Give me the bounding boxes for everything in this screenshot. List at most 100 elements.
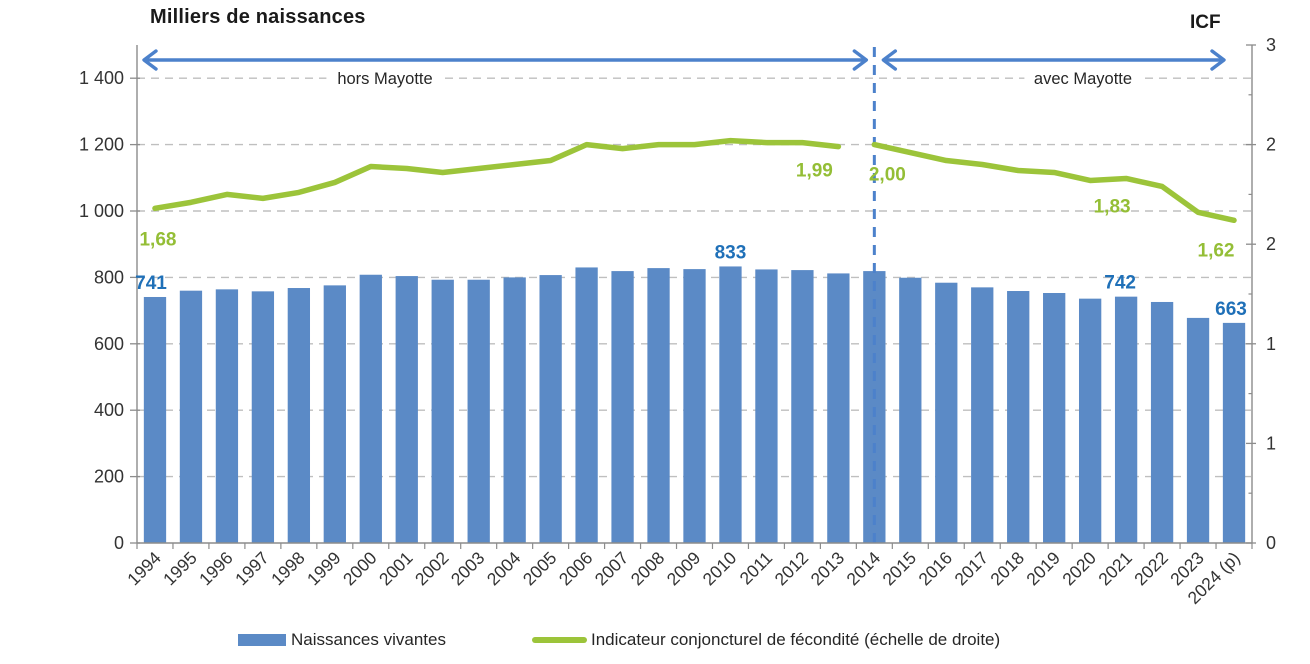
- bar-2000: [359, 274, 382, 543]
- bar-2023: [1186, 317, 1210, 543]
- left-axis-tick-label: 600: [94, 334, 124, 354]
- bar-2012: [791, 270, 814, 543]
- x-axis-label-2002: 2002: [411, 548, 453, 590]
- x-axis-label-2020: 2020: [1058, 548, 1100, 590]
- legend-line-swatch: [531, 637, 587, 643]
- bar-2003: [467, 279, 490, 543]
- left-axis-tick-label: 1 400: [79, 68, 124, 88]
- bar-value-label-1994: 741: [135, 273, 167, 294]
- x-axis-label-2011: 2011: [736, 548, 777, 589]
- period-label-bg: [326, 70, 444, 88]
- bar-2005: [539, 275, 562, 543]
- bar-2011: [755, 269, 778, 543]
- arrow-head-left: [142, 49, 158, 71]
- bar-2024 (p): [1222, 322, 1246, 543]
- legend-bar-swatch: [238, 634, 286, 646]
- x-axis-label-2014: 2014: [842, 548, 884, 590]
- bar-1997: [251, 291, 275, 543]
- right-axis-tick-label: 0: [1266, 533, 1276, 553]
- right-axis-title: ICF: [1190, 12, 1221, 33]
- x-axis-label-2005: 2005: [519, 548, 561, 590]
- bar-2004: [503, 277, 526, 543]
- right-axis-tick-label: 2: [1266, 135, 1276, 155]
- icf-value-label-1994: 1,68: [139, 229, 176, 250]
- icf-value-label-2021: 1,83: [1094, 196, 1131, 217]
- bar-value-label-2024 (p): 663: [1215, 299, 1247, 320]
- bar-2007: [611, 271, 634, 543]
- bar-2009: [683, 269, 706, 543]
- x-axis-label-1998: 1998: [267, 548, 309, 590]
- bar-1998: [287, 288, 311, 543]
- x-axis-label-1999: 1999: [303, 548, 345, 590]
- bar-2020: [1078, 298, 1102, 543]
- left-axis-title: Milliers de naissances: [150, 6, 366, 28]
- icf-line-hors-mayotte: [152, 137, 842, 212]
- arrow-head-right: [1210, 49, 1226, 71]
- bar-2021: [1114, 296, 1138, 543]
- x-axis-label-2017: 2017: [950, 548, 992, 590]
- bar-1999: [323, 285, 346, 543]
- x-axis-label-2021: 2021: [1094, 548, 1136, 590]
- x-axis-label-2006: 2006: [555, 548, 597, 590]
- bar-value-label-2021: 742: [1104, 273, 1136, 294]
- x-axis-label-2000: 2000: [339, 548, 381, 590]
- x-axis-label-2007: 2007: [591, 548, 633, 590]
- legend-item-naissances: Naissances vivantes: [238, 630, 446, 650]
- bar-2008: [647, 268, 670, 543]
- bar-1994: [143, 296, 167, 543]
- x-axis-label-2012: 2012: [771, 548, 813, 590]
- bar-2010: [719, 266, 742, 543]
- x-axis-label-2013: 2013: [807, 548, 849, 590]
- x-axis-label-2003: 2003: [447, 548, 489, 590]
- icf-value-label-2013: 1,99: [796, 161, 833, 182]
- left-axis-tick-label: 800: [94, 267, 124, 287]
- right-axis-tick-label: 3: [1266, 35, 1276, 55]
- right-axis-tick-label: 2: [1266, 234, 1276, 254]
- period-label-hors: hors Mayotte: [337, 70, 432, 88]
- bar-1996: [215, 289, 239, 543]
- icf-line-avec-mayotte: [871, 141, 1237, 224]
- bar-2002: [431, 279, 454, 543]
- bar-2001: [395, 276, 418, 543]
- x-axis-label-2004: 2004: [483, 548, 525, 590]
- bar-2019: [1043, 293, 1066, 543]
- arrow-head-right: [852, 49, 869, 71]
- bar-2006: [575, 267, 598, 543]
- x-axis-label-2022: 2022: [1130, 548, 1172, 590]
- bar-2016: [935, 282, 958, 543]
- x-axis-label-2008: 2008: [627, 548, 669, 590]
- legend-label-icf: Indicateur conjoncturel de fécondité (éc…: [590, 630, 1001, 649]
- arrow-head-left: [881, 49, 898, 71]
- bar-2013: [827, 273, 850, 543]
- left-axis-tick-label: 1 200: [79, 135, 124, 155]
- period-label-avec: avec Mayotte: [1034, 70, 1132, 88]
- bar-2015: [899, 277, 922, 543]
- left-axis-tick-label: 1 000: [79, 201, 124, 221]
- x-axis-label-2010: 2010: [699, 548, 741, 590]
- legend-label-naissances: Naissances vivantes: [291, 630, 446, 649]
- x-axis-label-1995: 1995: [159, 548, 201, 590]
- x-axis-label-1996: 1996: [195, 548, 237, 590]
- chart-legend: Naissances vivantes Indicateur conjonctu…: [238, 630, 1000, 650]
- icf-value-label-2014: 2,00: [869, 165, 906, 186]
- bar-2018: [1007, 291, 1030, 543]
- right-axis-tick-label: 1: [1266, 433, 1276, 453]
- icf-value-label-2024 (p): 1,62: [1198, 240, 1235, 261]
- x-axis-label-2018: 2018: [986, 548, 1028, 590]
- x-axis-label-2001: 2001: [375, 548, 417, 590]
- bar-2017: [971, 287, 994, 543]
- legend-item-icf: Indicateur conjoncturel de fécondité (éc…: [531, 630, 1001, 650]
- x-axis-label-2015: 2015: [878, 548, 920, 590]
- period-label-bg: [1024, 70, 1142, 88]
- x-axis-label-1994: 1994: [123, 548, 165, 590]
- bar-2022: [1150, 301, 1174, 543]
- x-axis-label-2009: 2009: [663, 548, 705, 590]
- x-axis-label-2016: 2016: [914, 548, 956, 590]
- left-axis-tick-label: 400: [94, 400, 124, 420]
- x-axis-label-2019: 2019: [1022, 548, 1064, 590]
- left-axis-tick-label: 0: [114, 533, 124, 553]
- bar-value-label-2010: 833: [715, 242, 747, 263]
- bar-1995: [179, 290, 203, 543]
